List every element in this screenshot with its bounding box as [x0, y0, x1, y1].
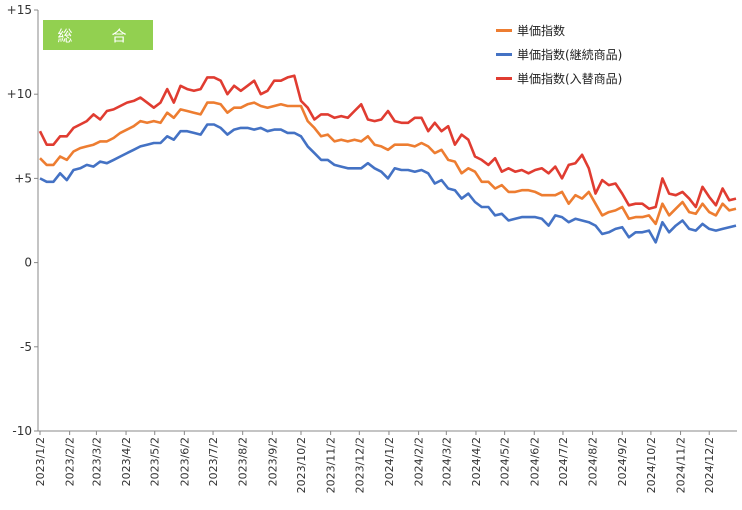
y-tick-label: +5	[14, 171, 32, 185]
x-tick-label: 2023/5/2	[149, 437, 162, 486]
x-tick-label: 2023/3/2	[90, 437, 103, 486]
series-line-continuing-products	[39, 123, 737, 244]
x-tick-label: 2024/1/2	[383, 437, 396, 486]
legend-label-replacement-products: 単価指数(入替商品)	[517, 71, 623, 86]
chart-title-badge: 総 合	[43, 20, 153, 50]
y-tick-label: -10	[12, 424, 32, 438]
x-tick-label: 2024/11/2	[675, 437, 688, 493]
x-tick-label: 2023/7/2	[207, 437, 220, 486]
y-tick-label: +10	[7, 87, 32, 101]
series-lines	[38, 74, 737, 244]
legend-swatch-continuing-products	[496, 52, 512, 56]
series-line-replacement-products	[38, 74, 737, 210]
x-tick-labels: 2023/1/2 2023/2/2 2023/3/2 2023/4/2 2023/5/2…	[34, 431, 716, 493]
chart-title: 総 合	[57, 26, 139, 45]
y-tick-label: +15	[7, 3, 32, 17]
x-tick-label: 2024/3/2	[440, 437, 453, 486]
legend-item-replacement-products: 単価指数(入替商品)	[496, 66, 622, 90]
x-tick-label: 2024/10/2	[645, 437, 658, 493]
axes	[37, 10, 737, 432]
x-tick-label: 2024/9/2	[616, 437, 629, 486]
x-tick-label: 2024/8/2	[587, 437, 600, 486]
x-tick-label: 2024/2/2	[413, 437, 426, 486]
y-tick-label: -5	[20, 340, 32, 354]
x-tick-label: 2024/5/2	[499, 437, 512, 486]
x-tick-label: 2023/10/2	[295, 437, 308, 493]
x-tick-label: 2024/6/2	[528, 437, 541, 486]
x-tick-label: 2023/9/2	[266, 437, 279, 486]
x-tick-label: 2023/1/2	[34, 437, 47, 486]
legend-label-continuing-products: 単価指数(継続商品)	[517, 47, 623, 62]
legend-swatch-unit-price-index	[496, 28, 512, 32]
legend-label-unit-price-index: 単価指数	[517, 23, 566, 38]
y-tick-labels: -10 -5 0 +5 +10 +15	[7, 3, 38, 438]
legend-item-unit-price-index: 単価指数	[496, 18, 622, 42]
x-tick-label: 2023/4/2	[120, 437, 133, 486]
x-tick-label: 2023/2/2	[64, 437, 77, 486]
x-tick-label: 2023/11/2	[325, 437, 338, 493]
legend-item-continuing-products: 単価指数(継続商品)	[496, 42, 622, 66]
x-tick-label: 2023/12/2	[353, 437, 366, 493]
series-line-unit-price-index	[39, 101, 737, 226]
x-tick-label: 2023/8/2	[237, 437, 250, 486]
x-tick-label: 2024/7/2	[557, 437, 570, 486]
y-tick-label: 0	[24, 256, 32, 270]
x-tick-label: 2024/4/2	[470, 437, 483, 486]
x-tick-label: 2024/12/2	[703, 437, 716, 493]
legend: 単価指数 単価指数(継続商品) 単価指数(入替商品)	[496, 18, 622, 90]
legend-swatch-replacement-products	[496, 76, 512, 80]
x-tick-label: 2023/6/2	[178, 437, 191, 486]
